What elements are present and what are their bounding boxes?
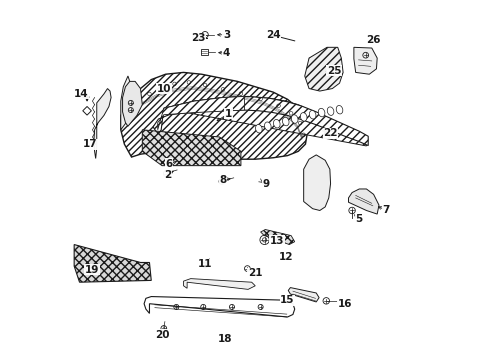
- Text: 23: 23: [190, 33, 204, 43]
- Polygon shape: [94, 89, 111, 158]
- Text: 2: 2: [163, 170, 171, 180]
- Polygon shape: [121, 72, 306, 159]
- Text: 14: 14: [74, 89, 88, 99]
- Text: 11: 11: [198, 259, 212, 269]
- Ellipse shape: [318, 108, 324, 117]
- Polygon shape: [153, 96, 367, 145]
- Text: 7: 7: [382, 206, 389, 216]
- Polygon shape: [74, 244, 151, 282]
- Text: 17: 17: [83, 139, 98, 149]
- Text: 24: 24: [265, 30, 280, 40]
- Text: 26: 26: [366, 35, 380, 45]
- Text: 21: 21: [247, 268, 262, 278]
- Polygon shape: [158, 96, 244, 130]
- Text: 19: 19: [85, 265, 99, 275]
- Text: 6: 6: [165, 159, 172, 169]
- Ellipse shape: [336, 105, 342, 114]
- Text: 9: 9: [262, 179, 269, 189]
- Text: 3: 3: [223, 30, 230, 40]
- Polygon shape: [287, 288, 319, 302]
- Bar: [201, 49, 207, 55]
- Ellipse shape: [282, 117, 288, 126]
- Polygon shape: [122, 81, 142, 126]
- Text: 16: 16: [337, 299, 351, 309]
- Polygon shape: [183, 279, 255, 289]
- Polygon shape: [304, 47, 343, 91]
- Text: 5: 5: [355, 215, 362, 224]
- Polygon shape: [303, 155, 330, 211]
- Text: 12: 12: [278, 252, 292, 262]
- Ellipse shape: [326, 107, 333, 116]
- Text: 18: 18: [217, 333, 231, 343]
- Polygon shape: [260, 229, 294, 244]
- Ellipse shape: [300, 113, 306, 121]
- Ellipse shape: [255, 125, 262, 133]
- Text: 1: 1: [224, 109, 231, 119]
- Polygon shape: [325, 69, 336, 76]
- Ellipse shape: [309, 111, 315, 119]
- Ellipse shape: [273, 120, 280, 128]
- Text: 4: 4: [223, 48, 230, 58]
- Polygon shape: [121, 76, 135, 130]
- Polygon shape: [82, 107, 91, 115]
- Polygon shape: [142, 130, 241, 166]
- Text: 15: 15: [280, 295, 294, 305]
- Text: 22: 22: [323, 129, 337, 138]
- Ellipse shape: [291, 115, 297, 123]
- Text: 20: 20: [155, 330, 169, 340]
- Text: 13: 13: [269, 236, 284, 246]
- Polygon shape: [348, 189, 378, 214]
- Polygon shape: [353, 47, 376, 74]
- Ellipse shape: [264, 122, 270, 130]
- Text: 8: 8: [219, 175, 226, 185]
- Text: 10: 10: [156, 84, 171, 94]
- Polygon shape: [163, 97, 366, 146]
- Text: 25: 25: [326, 66, 341, 76]
- Polygon shape: [144, 297, 294, 317]
